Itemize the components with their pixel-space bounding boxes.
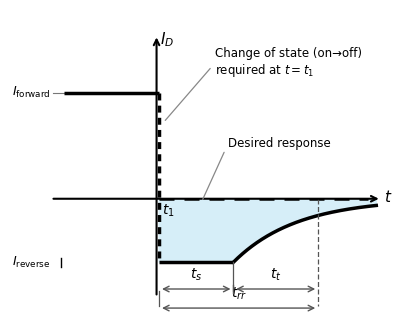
Text: Change of state (on→off)
required at $t = t_1$: Change of state (on→off) required at $t … [165, 47, 361, 120]
Text: $I_{\rm forward}$: $I_{\rm forward}$ [12, 85, 51, 100]
Text: $I_{\rm reverse}$: $I_{\rm reverse}$ [12, 255, 51, 270]
Text: $t_t$: $t_t$ [269, 266, 281, 283]
Text: $I_D$: $I_D$ [160, 30, 174, 49]
Text: Desired response: Desired response [202, 137, 330, 199]
Text: $t_1$: $t_1$ [162, 203, 174, 219]
Text: $t$: $t$ [383, 189, 392, 205]
Text: $t_s$: $t_s$ [190, 266, 202, 283]
Text: $t_{rr}$: $t_{rr}$ [230, 285, 246, 302]
Polygon shape [159, 199, 375, 262]
